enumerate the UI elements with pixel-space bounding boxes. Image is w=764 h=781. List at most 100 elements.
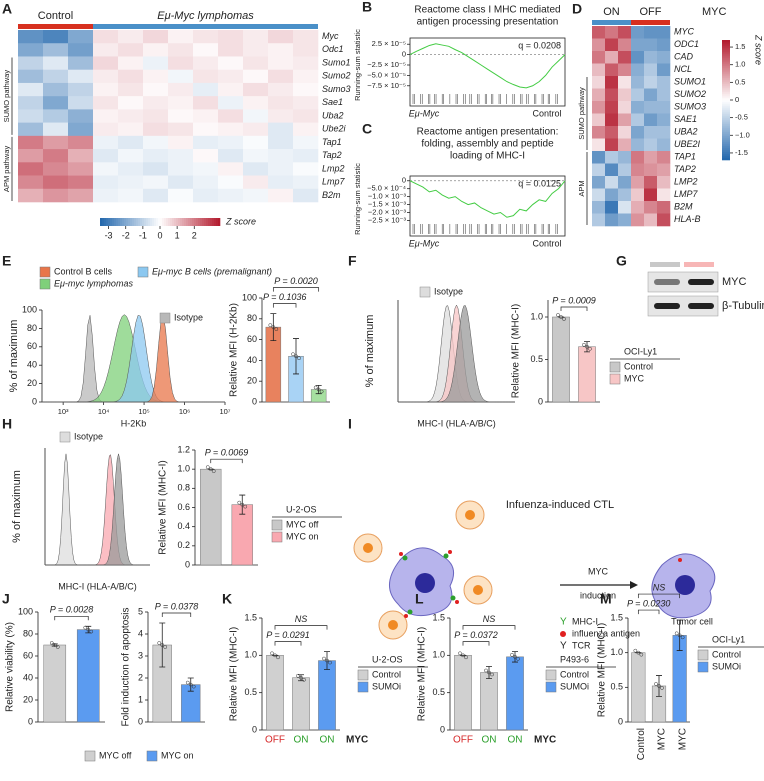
p-value: P = 0.0069 bbox=[205, 448, 248, 458]
legend-text: MHC-I bbox=[572, 616, 598, 626]
legend-label: MYC on bbox=[161, 750, 194, 760]
gene-label: UBE2I bbox=[674, 139, 701, 149]
heat-cell bbox=[118, 96, 144, 110]
colorbar-step bbox=[148, 218, 151, 226]
point-marker bbox=[516, 656, 520, 661]
point-marker bbox=[83, 625, 88, 630]
legend-text: influenza antigen bbox=[572, 628, 640, 638]
panel-label: C bbox=[362, 121, 372, 137]
gene-label: LMP2 bbox=[674, 177, 698, 187]
gene-label: SUMO3 bbox=[674, 102, 706, 112]
y-tick-label: 1.5 bbox=[432, 612, 445, 622]
colorbar-tick-label: 2 bbox=[192, 230, 197, 240]
colorbar-step bbox=[170, 218, 173, 226]
heat-cell bbox=[631, 26, 645, 39]
ctl-nucleus bbox=[473, 585, 483, 595]
histogram-curve bbox=[45, 453, 150, 566]
bar bbox=[454, 655, 472, 731]
y-tick-label: 1 bbox=[138, 694, 143, 704]
gene-label: B2m bbox=[322, 190, 341, 200]
heat-cell bbox=[168, 109, 194, 123]
heat-cell bbox=[243, 188, 269, 203]
heat-cell bbox=[618, 163, 632, 177]
colorbar-step bbox=[722, 44, 730, 47]
point-marker bbox=[268, 323, 273, 327]
heat-cell bbox=[118, 122, 144, 137]
heat-cell bbox=[657, 213, 671, 227]
gene-label: Lmp2 bbox=[322, 163, 345, 173]
y-tick-label: 0 bbox=[28, 716, 33, 726]
bar bbox=[506, 656, 524, 731]
heat-cell bbox=[293, 109, 319, 123]
legend-symbol: Y bbox=[560, 617, 567, 628]
heat-cell bbox=[193, 149, 219, 163]
y-tick-label: 2 bbox=[138, 672, 143, 682]
plot-title: folding, assembly and peptide bbox=[421, 139, 554, 150]
heat-cell bbox=[168, 188, 194, 203]
legend-swatch bbox=[137, 266, 149, 278]
colorbar-step bbox=[722, 100, 730, 103]
heat-cell bbox=[618, 151, 632, 164]
legend-symbol: Y bbox=[560, 641, 567, 652]
gene-label: UBA2 bbox=[674, 127, 698, 137]
x-axis-label: H-2Kb bbox=[121, 418, 147, 428]
heat-cell bbox=[657, 76, 671, 89]
heat-cell bbox=[143, 162, 169, 176]
tumor-label: Tumor cell bbox=[671, 616, 713, 626]
gene-label: ODC1 bbox=[674, 39, 699, 49]
heat-cell bbox=[657, 151, 671, 164]
heat-cell bbox=[644, 88, 658, 102]
significance-bracket bbox=[210, 458, 243, 464]
y-tick-label: −2.5 × 10⁻³ bbox=[368, 215, 407, 224]
heat-cell bbox=[631, 88, 645, 102]
significance-bracket bbox=[161, 612, 192, 617]
point-marker bbox=[211, 469, 216, 474]
error-bar bbox=[676, 619, 683, 651]
colorbar-step bbox=[722, 158, 730, 161]
legend-label: MYC on bbox=[286, 531, 319, 541]
bar bbox=[200, 468, 222, 566]
colorbar-tick-label: 1.0 bbox=[735, 60, 745, 69]
heat-cell bbox=[118, 30, 144, 44]
y-tick-label: 1.0 bbox=[530, 311, 543, 321]
y-tick-label: 1.2 bbox=[177, 444, 190, 454]
heat-cell bbox=[93, 30, 119, 44]
y-tick-label: 1.5 bbox=[244, 612, 257, 622]
y-tick-label: 0.5 bbox=[244, 687, 257, 697]
heat-cell bbox=[68, 109, 94, 123]
heat-cell bbox=[605, 138, 619, 152]
point-marker bbox=[205, 465, 210, 470]
point-marker bbox=[490, 672, 494, 677]
error-bar bbox=[293, 338, 299, 375]
colorbar-step bbox=[154, 218, 157, 226]
point-marker bbox=[191, 684, 196, 689]
heat-cell bbox=[118, 188, 144, 203]
running-sum bbox=[409, 43, 566, 89]
heat-cell bbox=[218, 175, 244, 190]
heat-cell bbox=[592, 88, 606, 102]
legend-swatch bbox=[39, 266, 51, 278]
legend-swatch bbox=[271, 519, 283, 531]
colorbar-step bbox=[722, 116, 730, 119]
heat-cell bbox=[193, 96, 219, 110]
colorbar-step bbox=[722, 138, 730, 141]
colorbar-tick-label: 0.5 bbox=[735, 77, 745, 86]
heat-cell bbox=[293, 82, 319, 97]
heat-cell bbox=[644, 176, 658, 189]
error-bar bbox=[270, 313, 277, 342]
heat-cell bbox=[592, 76, 606, 89]
heat-cell bbox=[168, 162, 194, 176]
heat-cell bbox=[268, 109, 294, 123]
y-tick-label: 1.5 bbox=[610, 612, 623, 622]
y-axis-label: Relative MFI (MHC-I) bbox=[417, 627, 428, 721]
heat-cell bbox=[43, 122, 69, 137]
colorbar-step bbox=[128, 218, 131, 226]
legend-swatch bbox=[357, 669, 369, 681]
colorbar-step bbox=[722, 60, 730, 63]
significance-bracket bbox=[462, 625, 516, 630]
colorbar-tick-label: -2 bbox=[122, 230, 130, 240]
point-marker bbox=[276, 655, 280, 660]
heat-cell bbox=[605, 101, 619, 114]
significance-bracket bbox=[54, 615, 89, 621]
point-marker bbox=[322, 656, 326, 661]
